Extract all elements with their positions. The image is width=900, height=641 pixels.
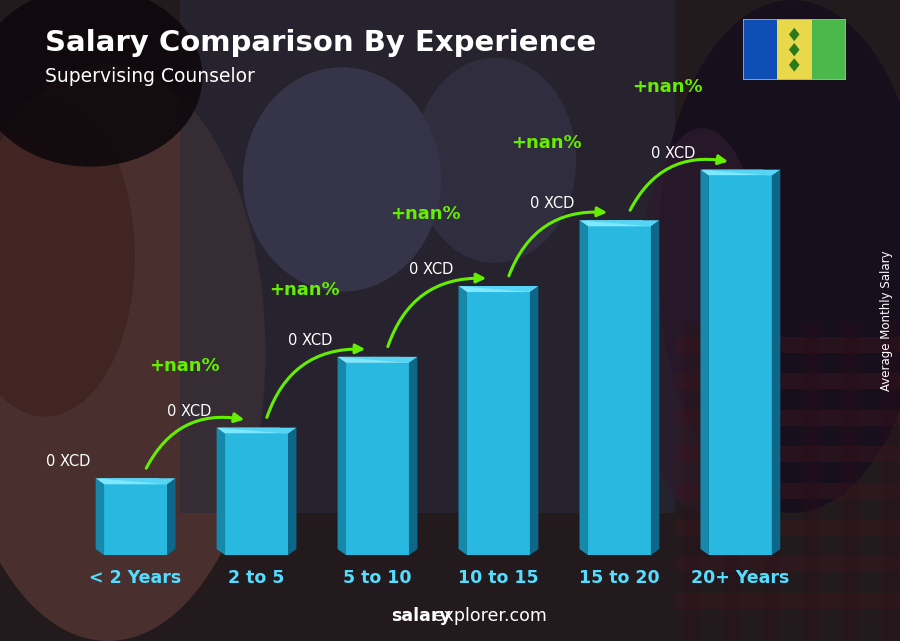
- Bar: [180, 0, 675, 513]
- Polygon shape: [167, 478, 176, 555]
- Polygon shape: [700, 170, 709, 555]
- FancyArrowPatch shape: [147, 414, 241, 468]
- Bar: [742, 19, 777, 80]
- Polygon shape: [772, 170, 780, 555]
- Bar: [225, 434, 288, 555]
- Text: 0 XCD: 0 XCD: [652, 146, 696, 160]
- Bar: [648, 0, 900, 641]
- Bar: [675, 337, 900, 353]
- Text: +nan%: +nan%: [391, 204, 461, 223]
- Text: 0 XCD: 0 XCD: [167, 404, 212, 419]
- Text: salary: salary: [392, 607, 452, 625]
- Text: +nan%: +nan%: [148, 356, 220, 374]
- Polygon shape: [700, 170, 772, 176]
- Bar: [675, 410, 900, 426]
- Text: 0 XCD: 0 XCD: [410, 262, 454, 277]
- Text: +nan%: +nan%: [511, 134, 582, 152]
- Text: +nan%: +nan%: [270, 281, 340, 299]
- Polygon shape: [789, 43, 799, 56]
- Polygon shape: [409, 357, 418, 555]
- Polygon shape: [789, 58, 799, 72]
- Polygon shape: [95, 478, 104, 555]
- FancyArrowPatch shape: [630, 156, 725, 210]
- Ellipse shape: [657, 0, 900, 513]
- Polygon shape: [458, 286, 467, 555]
- FancyArrowPatch shape: [388, 274, 482, 347]
- Bar: [777, 19, 812, 80]
- Bar: [675, 483, 900, 499]
- Bar: [812, 19, 846, 80]
- Polygon shape: [338, 357, 418, 363]
- Polygon shape: [338, 357, 409, 363]
- Polygon shape: [580, 221, 660, 226]
- Polygon shape: [95, 478, 167, 485]
- Polygon shape: [651, 221, 660, 555]
- Text: explorer.com: explorer.com: [433, 607, 547, 625]
- Bar: [882, 320, 898, 641]
- Bar: [724, 320, 740, 641]
- Ellipse shape: [0, 0, 202, 167]
- Bar: [675, 520, 900, 536]
- Bar: [467, 292, 530, 555]
- Ellipse shape: [243, 67, 441, 292]
- Bar: [588, 226, 651, 555]
- Ellipse shape: [0, 64, 266, 641]
- FancyArrowPatch shape: [267, 345, 362, 417]
- Bar: [684, 320, 700, 641]
- Polygon shape: [217, 428, 225, 555]
- Text: Average Monthly Salary: Average Monthly Salary: [880, 250, 893, 391]
- Text: 0 XCD: 0 XCD: [288, 333, 333, 347]
- Bar: [675, 373, 900, 389]
- Polygon shape: [580, 221, 651, 226]
- Polygon shape: [458, 286, 538, 292]
- Text: Salary Comparison By Experience: Salary Comparison By Experience: [45, 29, 596, 57]
- Ellipse shape: [0, 96, 135, 417]
- Polygon shape: [458, 286, 530, 292]
- Bar: [763, 320, 779, 641]
- Polygon shape: [288, 428, 296, 555]
- Polygon shape: [789, 28, 799, 41]
- Bar: [104, 485, 167, 555]
- Bar: [675, 556, 900, 572]
- Polygon shape: [338, 357, 346, 555]
- Bar: [675, 593, 900, 609]
- Polygon shape: [530, 286, 538, 555]
- FancyArrowPatch shape: [508, 208, 604, 276]
- Text: Supervising Counselor: Supervising Counselor: [45, 67, 255, 87]
- Polygon shape: [580, 221, 588, 555]
- Bar: [842, 320, 859, 641]
- Polygon shape: [217, 428, 296, 434]
- Bar: [675, 446, 900, 462]
- Bar: [709, 176, 772, 555]
- Text: 0 XCD: 0 XCD: [530, 196, 575, 211]
- Polygon shape: [95, 478, 176, 485]
- Polygon shape: [700, 170, 780, 176]
- Bar: [346, 363, 409, 555]
- Polygon shape: [217, 428, 288, 434]
- Ellipse shape: [634, 128, 770, 513]
- Text: 0 XCD: 0 XCD: [47, 454, 91, 469]
- Text: +nan%: +nan%: [633, 78, 703, 96]
- Ellipse shape: [414, 58, 576, 263]
- Bar: [803, 320, 819, 641]
